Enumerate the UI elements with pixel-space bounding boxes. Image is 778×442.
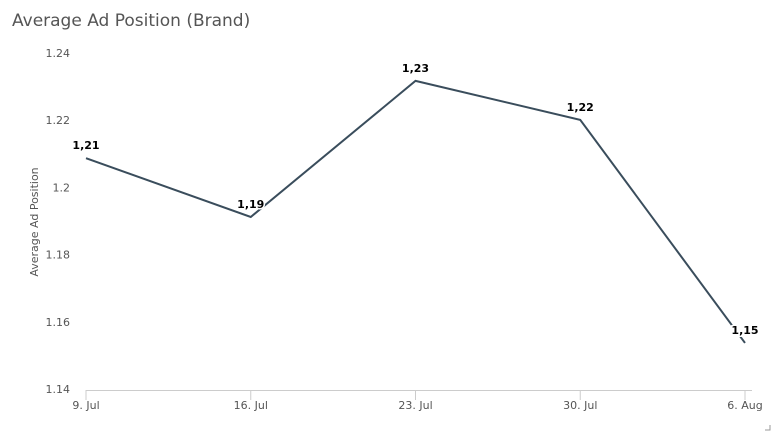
y-axis-title: Average Ad Position [28, 167, 41, 276]
line [85, 79, 746, 344]
data-label: 1,23 [402, 62, 429, 75]
resize-handle [765, 425, 771, 431]
data-label: 1,22 [567, 101, 594, 114]
x-tick-label: 9. Jul [72, 399, 99, 412]
y-tick-label: 1.14 [46, 383, 71, 396]
y-tick-label: 1.24 [46, 47, 71, 60]
y-tick-label: 1.16 [46, 316, 71, 329]
data-label: 1,21 [72, 139, 99, 152]
x-tick-label: 23. Jul [398, 399, 432, 412]
x-tick-label: 30. Jul [563, 399, 597, 412]
x-tick-label: 16. Jul [234, 399, 268, 412]
y-tick-label: 1.22 [46, 114, 71, 127]
y-tick-label: 1.2 [53, 181, 71, 194]
data-label: 1,19 [237, 198, 264, 211]
y-tick-label: 1.18 [46, 249, 71, 262]
data-label: 1,15 [731, 324, 758, 337]
x-tick-label: 6. Aug [727, 399, 762, 412]
chart-title: Average Ad Position (Brand) [12, 11, 250, 31]
